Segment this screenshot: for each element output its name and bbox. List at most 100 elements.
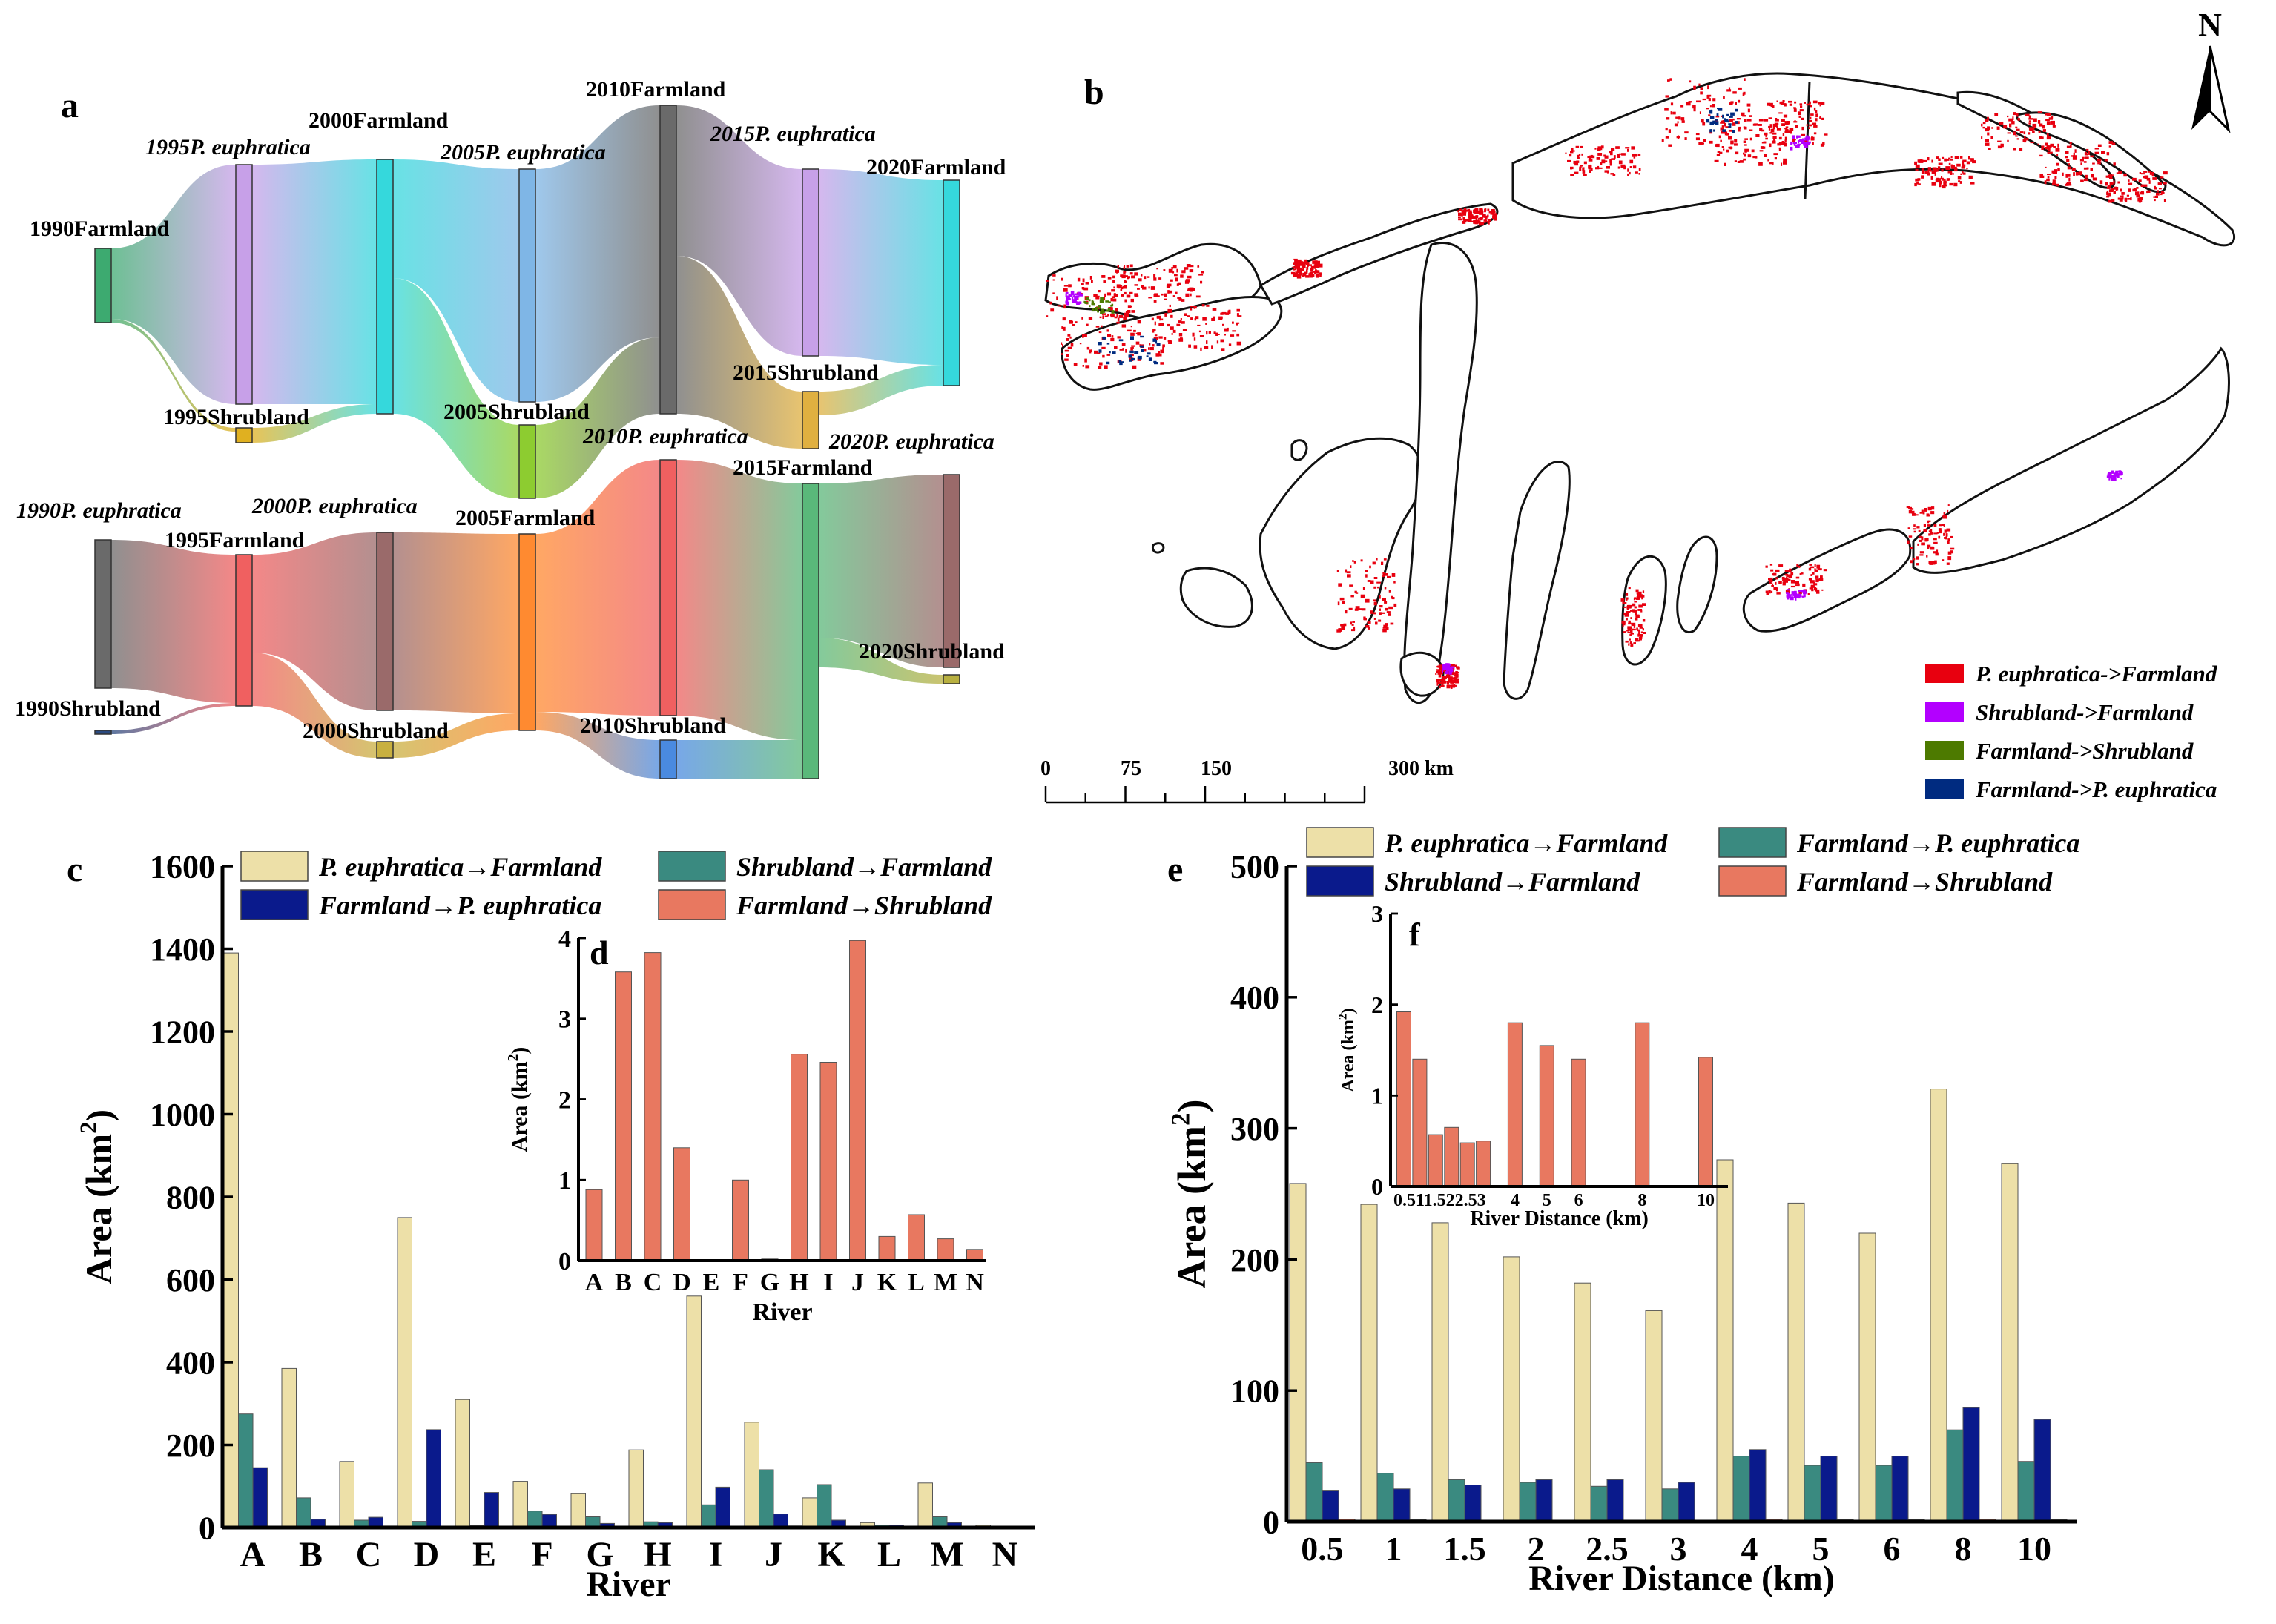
land-change-pixel: [1635, 589, 1639, 593]
land-change-pixel: [2111, 199, 2115, 202]
land-change-pixel: [1811, 136, 1813, 139]
land-change-pixel: [1769, 132, 1772, 134]
land-change-pixel: [2071, 168, 2076, 171]
land-change-pixel: [1635, 618, 1638, 621]
land-change-pixel: [2090, 155, 2094, 158]
land-change-pixel: [2016, 138, 2019, 140]
land-change-pixel: [1172, 329, 1176, 333]
land-change-pixel: [2068, 177, 2071, 182]
land-change-pixel: [1947, 551, 1952, 555]
lower-node-label: 2000P. euphratica: [251, 494, 418, 518]
x-tick-label: N: [992, 1535, 1018, 1574]
land-change-pixel: [1299, 271, 1302, 274]
lower-node-label: 2000Shrubland: [303, 719, 449, 743]
x-tick-label: 1.5: [1443, 1530, 1486, 1568]
land-change-pixel: [1461, 213, 1463, 217]
land-change-pixel: [1927, 506, 1932, 511]
land-change-pixel: [1927, 171, 1930, 175]
x-tick-label: 4: [1511, 1191, 1520, 1210]
land-change-pixel: [1439, 672, 1443, 674]
land-change-pixel: [1108, 307, 1112, 309]
y-tick-label: 0: [558, 1248, 571, 1275]
land-change-pixel: [2046, 178, 2050, 182]
land-change-pixel: [1926, 555, 1928, 558]
land-change-pixel: [2140, 184, 2144, 187]
land-change-pixel: [2114, 186, 2117, 190]
y-tick-label: 400: [1230, 980, 1279, 1016]
land-change-pixel: [1482, 215, 1486, 218]
land-change-pixel: [1126, 265, 1129, 268]
land-change-pixel: [1116, 313, 1118, 317]
land-change-pixel: [1198, 274, 1204, 276]
land-change-pixel: [1148, 347, 1150, 350]
land-change-pixel: [1738, 126, 1741, 129]
land-change-pixel: [1742, 115, 1746, 117]
land-change-pixel: [1783, 161, 1787, 165]
land-change-pixel: [1163, 269, 1166, 271]
land-change-pixel: [1611, 158, 1615, 160]
land-change-pixel: [1236, 341, 1241, 346]
land-change-pixel: [1630, 643, 1634, 647]
land-change-pixel: [1488, 219, 1491, 222]
land-change-pixel: [1154, 362, 1158, 365]
land-change-pixel: [1674, 123, 1678, 127]
land-change-pixel: [1195, 316, 1199, 320]
y-tick-label: 0: [199, 1510, 215, 1546]
land-change-pixel: [1086, 323, 1089, 326]
land-change-pixel: [1594, 148, 1597, 150]
land-change-pixel: [1743, 126, 1746, 129]
land-change-pixel: [1077, 277, 1081, 282]
land-change-pixel: [1170, 279, 1173, 282]
land-change-pixel: [1734, 143, 1738, 146]
land-change-pixel: [1078, 291, 1082, 294]
land-change-pixel: [1773, 572, 1777, 576]
land-change-pixel: [1810, 585, 1815, 588]
land-change-pixel: [1135, 341, 1140, 345]
land-change-pixel: [1702, 122, 1706, 126]
land-change-pixel: [1626, 618, 1628, 621]
lower-node-label: 1990P. euphratica: [16, 498, 182, 523]
land-change-pixel: [1638, 173, 1640, 175]
land-change-pixel: [2132, 177, 2137, 181]
bar-c-I: [686, 1295, 702, 1528]
land-change-pixel: [2112, 478, 2116, 481]
land-change-pixel: [1098, 349, 1102, 353]
land-change-pixel: [1570, 174, 1574, 176]
land-change-pixel: [1176, 323, 1181, 326]
x-tick-label: 6: [1574, 1191, 1583, 1210]
land-change-pixel: [1117, 265, 1119, 268]
land-change-pixel: [1379, 608, 1381, 611]
land-change-pixel: [1351, 624, 1354, 626]
land-change-pixel: [2139, 172, 2142, 174]
bar-e-5: [1804, 1465, 1821, 1522]
upper-node-label: 2005Shrubland: [443, 400, 590, 424]
land-change-pixel: [1794, 120, 1796, 123]
bar-e-8: [1962, 1407, 1980, 1522]
land-change-pixel: [1712, 98, 1716, 102]
land-change-pixel: [1970, 158, 1974, 160]
land-change-pixel: [2099, 180, 2103, 185]
land-change-pixel: [2017, 118, 2020, 121]
land-change-pixel: [1701, 87, 1703, 90]
land-change-pixel: [1342, 601, 1345, 604]
land-change-pixel: [1801, 140, 1805, 144]
land-change-pixel: [1981, 123, 1983, 127]
land-change-pixel: [1686, 102, 1691, 106]
bar-d-B: [615, 971, 632, 1261]
land-change-pixel: [1578, 154, 1581, 156]
land-change-pixel: [1565, 152, 1567, 154]
x-tick-label: 8: [1955, 1530, 1972, 1568]
land-change-pixel: [1910, 560, 1913, 564]
land-change-pixel: [1446, 668, 1451, 671]
land-change-pixel: [1082, 365, 1084, 367]
land-change-pixel: [1944, 529, 1947, 533]
land-change-pixel: [1350, 621, 1353, 625]
land-change-pixel: [1483, 221, 1486, 223]
bar-e-1: [1393, 1488, 1411, 1522]
land-change-pixel: [1724, 119, 1729, 123]
bar-f-2: [1444, 1126, 1459, 1187]
land-change-pixel: [2106, 152, 2110, 156]
land-change-pixel: [2013, 148, 2016, 151]
land-change-pixel: [2033, 118, 2037, 122]
